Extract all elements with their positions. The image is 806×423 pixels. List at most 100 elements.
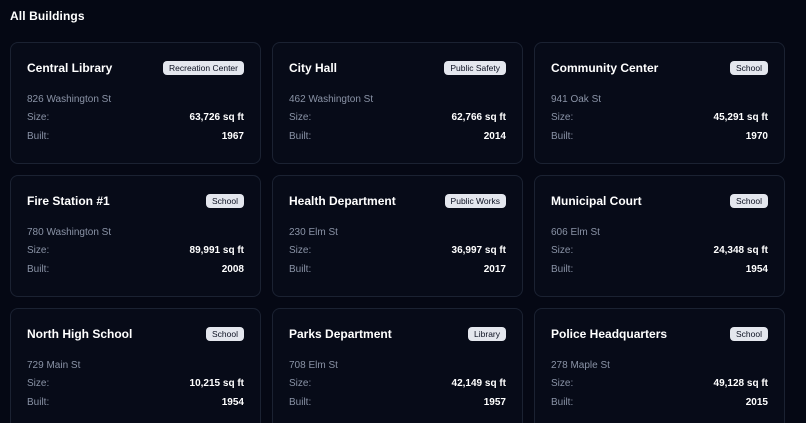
built-value: 1954: [221, 397, 244, 408]
size-row: Size: 42,149 sq ft: [289, 378, 506, 390]
building-card[interactable]: Parks Department Library 708 Elm St Size…: [272, 308, 523, 423]
building-name: Central Library: [27, 61, 113, 75]
built-value: 1967: [221, 131, 244, 142]
built-row: Built: 2015: [551, 397, 768, 409]
building-address: 729 Main St: [27, 360, 81, 371]
built-label: Built:: [27, 264, 50, 275]
built-row: Built: 2017: [289, 264, 506, 276]
size-value: 63,726 sq ft: [189, 112, 244, 123]
size-row: Size: 62,766 sq ft: [289, 112, 506, 124]
building-address: 708 Elm St: [289, 360, 338, 371]
size-row: Size: 45,291 sq ft: [551, 112, 768, 124]
building-type-badge: School: [206, 194, 244, 208]
card-header: Central Library Recreation Center: [27, 59, 244, 77]
built-label: Built:: [551, 397, 574, 408]
building-card[interactable]: Health Department Public Works 230 Elm S…: [272, 175, 523, 297]
built-label: Built:: [27, 131, 50, 142]
building-name: City Hall: [289, 61, 338, 75]
building-address: 278 Maple St: [551, 360, 610, 371]
building-name: Health Department: [289, 194, 396, 208]
built-row: Built: 1967: [27, 131, 244, 143]
building-name: Police Headquarters: [551, 327, 668, 341]
buildings-grid: Central Library Recreation Center 826 Wa…: [10, 42, 785, 423]
size-label: Size:: [551, 112, 574, 123]
built-row: Built: 1954: [551, 264, 768, 276]
size-value: 36,997 sq ft: [451, 245, 506, 256]
building-name: Community Center: [551, 61, 659, 75]
size-value: 10,215 sq ft: [189, 378, 244, 389]
building-type-badge: School: [730, 61, 768, 75]
built-value: 2017: [483, 264, 506, 275]
building-type-badge: School: [730, 194, 768, 208]
built-row: Built: 1970: [551, 131, 768, 143]
size-row: Size: 89,991 sq ft: [27, 245, 244, 257]
card-header: Community Center School: [551, 59, 768, 77]
size-row: Size: 49,128 sq ft: [551, 378, 768, 390]
built-row: Built: 2014: [289, 131, 506, 143]
built-value: 2014: [483, 131, 506, 142]
built-value: 2015: [745, 397, 768, 408]
building-type-badge: Recreation Center: [163, 61, 244, 75]
card-header: Parks Department Library: [289, 325, 506, 343]
built-label: Built:: [27, 397, 50, 408]
size-value: 42,149 sq ft: [451, 378, 506, 389]
size-value: 62,766 sq ft: [451, 112, 506, 123]
building-address: 941 Oak St: [551, 94, 602, 105]
size-row: Size: 63,726 sq ft: [27, 112, 244, 124]
building-address: 826 Washington St: [27, 94, 112, 105]
card-header: Municipal Court School: [551, 192, 768, 210]
size-label: Size:: [27, 112, 50, 123]
built-label: Built:: [551, 131, 574, 142]
building-type-badge: Public Works: [444, 194, 506, 208]
built-row: Built: 1954: [27, 397, 244, 409]
building-address: 230 Elm St: [289, 227, 338, 238]
card-header: City Hall Public Safety: [289, 59, 506, 77]
size-label: Size:: [289, 112, 312, 123]
building-name: Municipal Court: [551, 194, 642, 208]
building-card[interactable]: Municipal Court School 606 Elm St Size: …: [534, 175, 785, 297]
building-type-badge: School: [730, 327, 768, 341]
card-header: North High School School: [27, 325, 244, 343]
size-row: Size: 10,215 sq ft: [27, 378, 244, 390]
built-row: Built: 1957: [289, 397, 506, 409]
size-label: Size:: [289, 378, 312, 389]
building-card[interactable]: Police Headquarters School 278 Maple St …: [534, 308, 785, 423]
building-address: 462 Washington St: [289, 94, 374, 105]
size-value: 49,128 sq ft: [713, 378, 768, 389]
built-value: 1954: [745, 264, 768, 275]
building-type-badge: School: [206, 327, 244, 341]
built-value: 2008: [221, 264, 244, 275]
building-address: 606 Elm St: [551, 227, 600, 238]
building-name: Parks Department: [289, 327, 392, 341]
card-header: Police Headquarters School: [551, 325, 768, 343]
building-type-badge: Public Safety: [444, 61, 506, 75]
built-row: Built: 2008: [27, 264, 244, 276]
built-label: Built:: [289, 131, 312, 142]
page-title: All Buildings: [10, 9, 85, 23]
size-value: 89,991 sq ft: [189, 245, 244, 256]
built-label: Built:: [289, 264, 312, 275]
built-value: 1957: [483, 397, 506, 408]
building-address: 780 Washington St: [27, 227, 112, 238]
size-value: 24,348 sq ft: [713, 245, 768, 256]
building-card[interactable]: Community Center School 941 Oak St Size:…: [534, 42, 785, 164]
building-card[interactable]: City Hall Public Safety 462 Washington S…: [272, 42, 523, 164]
card-header: Health Department Public Works: [289, 192, 506, 210]
built-value: 1970: [745, 131, 768, 142]
building-card[interactable]: Central Library Recreation Center 826 Wa…: [10, 42, 261, 164]
size-label: Size:: [27, 378, 50, 389]
building-card[interactable]: Fire Station #1 School 780 Washington St…: [10, 175, 261, 297]
building-name: North High School: [27, 327, 133, 341]
building-type-badge: Library: [468, 327, 506, 341]
size-label: Size:: [551, 378, 574, 389]
building-name: Fire Station #1: [27, 194, 110, 208]
size-label: Size:: [27, 245, 50, 256]
size-value: 45,291 sq ft: [713, 112, 768, 123]
size-label: Size:: [289, 245, 312, 256]
building-card[interactable]: North High School School 729 Main St Siz…: [10, 308, 261, 423]
size-label: Size:: [551, 245, 574, 256]
built-label: Built:: [289, 397, 312, 408]
size-row: Size: 36,997 sq ft: [289, 245, 506, 257]
card-header: Fire Station #1 School: [27, 192, 244, 210]
